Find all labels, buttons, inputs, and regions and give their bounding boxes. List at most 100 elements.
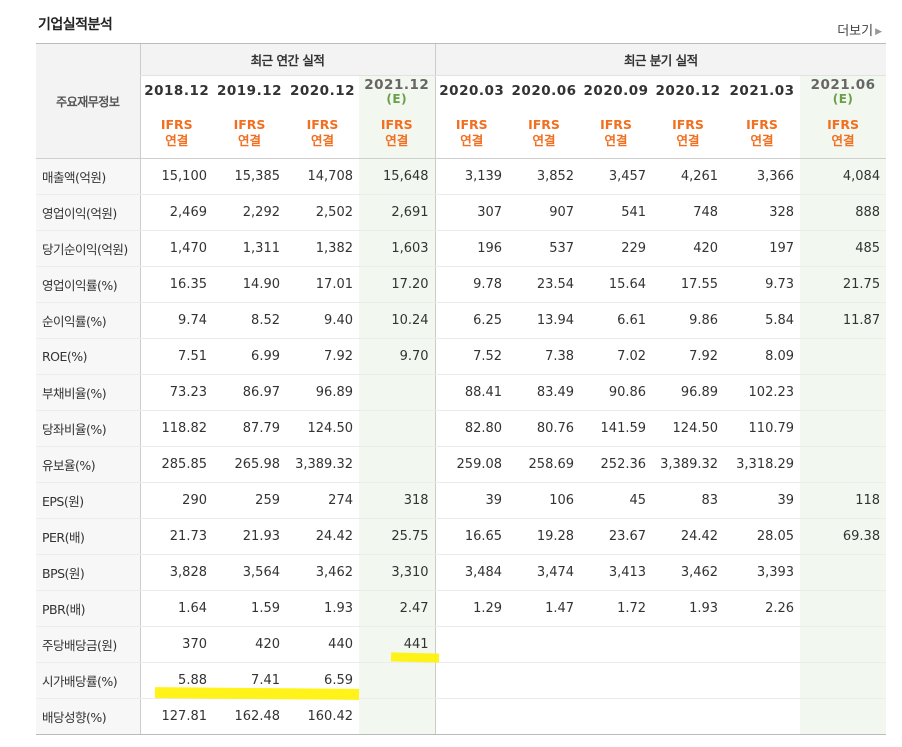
value-cell	[508, 626, 581, 663]
value-cell: 69.38	[800, 518, 887, 555]
value-cell	[359, 698, 436, 735]
value-cell: 9.78	[434, 266, 509, 303]
row-label: 유보율(%)	[36, 446, 140, 483]
row-label: 당좌비율(%)	[36, 410, 140, 447]
value-cell: 9.73	[724, 266, 801, 303]
value-cell	[359, 662, 436, 699]
period-header: 2021.12 (E)	[359, 75, 436, 108]
value-cell: 9.86	[652, 302, 725, 339]
value-cell: 485	[800, 230, 887, 267]
value-cell	[508, 662, 581, 699]
financial-table: 주요재무정보 최근 연간 실적 최근 분기 실적 2018.12 2019.12 2…	[36, 43, 887, 735]
value-cell: 8.52	[213, 302, 286, 339]
value-cell: 10.24	[359, 302, 436, 339]
value-cell: 3,310	[359, 554, 436, 591]
value-cell: 23.54	[508, 266, 581, 303]
value-cell: 6.59	[286, 662, 359, 699]
table-row: 주당배당금(원) 370 420 440 441	[36, 626, 887, 663]
value-cell: 888	[800, 194, 887, 231]
period-header: 2021.06 (E)	[800, 75, 887, 108]
ifrs-label: IFRS	[600, 116, 632, 132]
value-cell: 3,484	[434, 554, 509, 591]
table-row: 부채비율(%) 73.23 86.97 96.89 88.41 83.49 90.86 96.…	[36, 374, 887, 411]
table-row: 유보율(%) 285.85 265.98 3,389.32 259.08 258.69 25…	[36, 446, 887, 483]
value-cell: 6.25	[434, 302, 509, 339]
value-cell: 16.65	[434, 518, 509, 555]
value-cell: 17.01	[286, 266, 359, 303]
value-cell: 141.59	[580, 410, 653, 447]
value-cell	[800, 446, 887, 483]
value-cell: 3,462	[652, 554, 725, 591]
period-date: 2020.09	[583, 83, 649, 100]
value-cell: 441	[359, 626, 436, 663]
period-date: 2020.12	[655, 83, 721, 100]
chevron-right-icon: ▶	[875, 27, 882, 37]
value-cell: 1.29	[434, 590, 509, 627]
value-cell: 15.64	[580, 266, 653, 303]
annual-group-header: 최근 연간 실적	[139, 43, 436, 76]
value-cell: 265.98	[213, 446, 286, 483]
ifrs-badge: IFRS 연결	[434, 107, 509, 159]
consolidated-label: 연결	[385, 132, 409, 148]
ifrs-badge: IFRS 연결	[800, 107, 887, 159]
value-cell: 7.92	[652, 338, 725, 375]
value-cell: 420	[652, 230, 725, 267]
value-cell: 6.99	[213, 338, 286, 375]
value-cell: 96.89	[652, 374, 725, 411]
value-cell	[652, 626, 725, 663]
period-header: 2021.03	[724, 75, 801, 108]
table-row: 순이익률(%) 9.74 8.52 9.40 10.24 6.25 13.94 6.61 9.8…	[36, 302, 887, 339]
value-cell: 259	[213, 482, 286, 519]
consolidated-label: 연결	[750, 132, 774, 148]
table-row: BPS(원) 3,828 3,564 3,462 3,310 3,484 3,474 3,41…	[36, 554, 887, 591]
period-header: 2018.12	[139, 75, 213, 108]
value-cell: 1.64	[139, 590, 213, 627]
value-cell: 1.72	[580, 590, 653, 627]
value-cell: 1.93	[286, 590, 359, 627]
more-link[interactable]: 더보기 ▶	[837, 20, 882, 39]
ifrs-label: IFRS	[746, 116, 778, 132]
value-cell: 86.97	[213, 374, 286, 411]
period-header: 2019.12	[213, 75, 286, 108]
row-label: ROE(%)	[36, 338, 140, 375]
table-row: PBR(배) 1.64 1.59 1.93 2.47 1.29 1.47 1.72 1.93 2.…	[36, 590, 887, 627]
section-title: 기업실적분석	[38, 17, 113, 33]
value-cell: 17.55	[652, 266, 725, 303]
value-cell: 229	[580, 230, 653, 267]
value-cell: 196	[434, 230, 509, 267]
value-cell: 15,100	[139, 158, 213, 195]
ifrs-label: IFRS	[160, 116, 193, 132]
value-cell: 307	[434, 194, 509, 231]
value-cell: 3,318.29	[724, 446, 801, 483]
value-cell: 11.87	[800, 302, 887, 339]
row-label: 매출액(억원)	[36, 158, 140, 195]
row-label: 주당배당금(원)	[36, 626, 140, 663]
ifrs-badge: IFRS 연결	[213, 107, 286, 159]
period-header: 2020.12	[286, 75, 359, 108]
value-cell: 7.38	[508, 338, 581, 375]
value-cell: 28.05	[724, 518, 801, 555]
value-cell: 290	[139, 482, 213, 519]
value-cell: 39	[724, 482, 801, 519]
period-header: 2020.03	[434, 75, 509, 108]
table-row: 매출액(억원) 15,100 15,385 14,708 15,648 3,139 3,85…	[36, 158, 887, 195]
consolidated-label: 연결	[460, 132, 484, 148]
value-cell: 370	[139, 626, 213, 663]
value-cell: 2,469	[139, 194, 213, 231]
value-cell: 285.85	[139, 446, 213, 483]
value-cell: 420	[213, 626, 286, 663]
value-cell: 13.94	[508, 302, 581, 339]
value-cell: 2,292	[213, 194, 286, 231]
period-date: 2019.12	[217, 83, 282, 100]
value-cell	[800, 662, 887, 699]
ifrs-label: IFRS	[528, 116, 560, 132]
value-cell	[652, 662, 725, 699]
value-cell: 110.79	[724, 410, 801, 447]
value-cell: 541	[580, 194, 653, 231]
ifrs-badge: IFRS 연결	[724, 107, 801, 159]
ifrs-label: IFRS	[306, 116, 339, 132]
row-label: 순이익률(%)	[36, 302, 140, 339]
value-cell: 274	[286, 482, 359, 519]
value-cell: 318	[359, 482, 436, 519]
value-cell: 118	[800, 482, 887, 519]
